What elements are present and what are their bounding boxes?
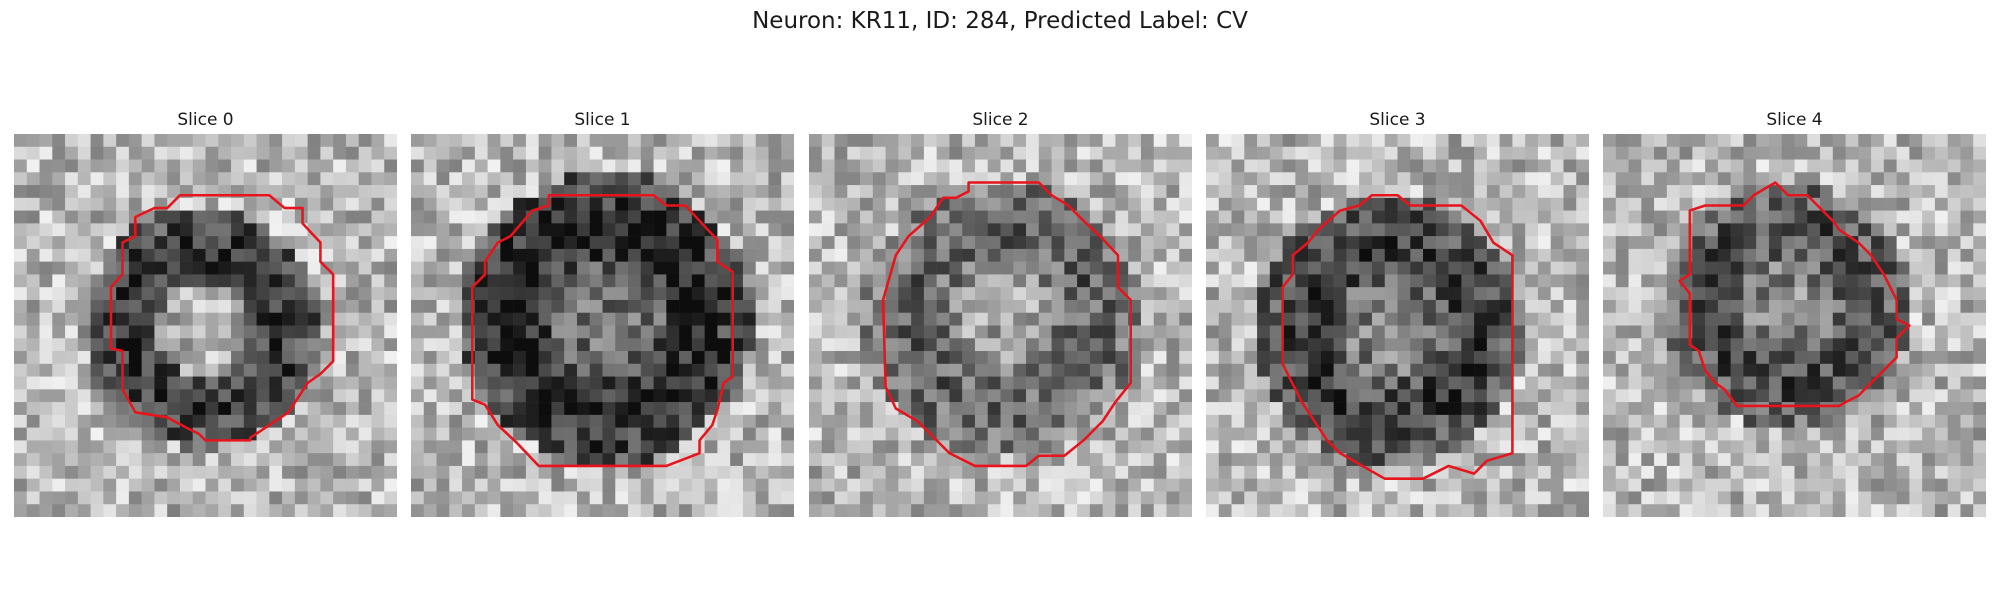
slice-image-2 xyxy=(809,134,1192,517)
slice-title: Slice 1 xyxy=(574,110,631,130)
figure-title: Neuron: KR11, ID: 284, Predicted Label: … xyxy=(752,8,1248,34)
contour-outline xyxy=(881,181,1132,468)
slice-panel-1: Slice 1 xyxy=(411,108,794,517)
slice-title: Slice 2 xyxy=(972,110,1029,130)
slice-image-0 xyxy=(14,134,397,517)
contour-outline xyxy=(1678,181,1911,408)
slice-panel-4: Slice 4 xyxy=(1603,108,1986,517)
slice-title: Slice 4 xyxy=(1766,110,1823,130)
contour-outline xyxy=(1281,194,1514,480)
slice-image-3 xyxy=(1206,134,1589,517)
slice-title: Slice 0 xyxy=(177,110,234,130)
contour-outline xyxy=(471,194,734,468)
slice-panel-2: Slice 2 xyxy=(809,108,1192,517)
slice-panel-3: Slice 3 xyxy=(1206,108,1589,517)
slice-panel-0: Slice 0 xyxy=(14,108,397,517)
slice-title: Slice 3 xyxy=(1369,110,1426,130)
slice-image-4 xyxy=(1603,134,1986,517)
slice-image-1 xyxy=(411,134,794,517)
contour-outline xyxy=(109,194,335,442)
